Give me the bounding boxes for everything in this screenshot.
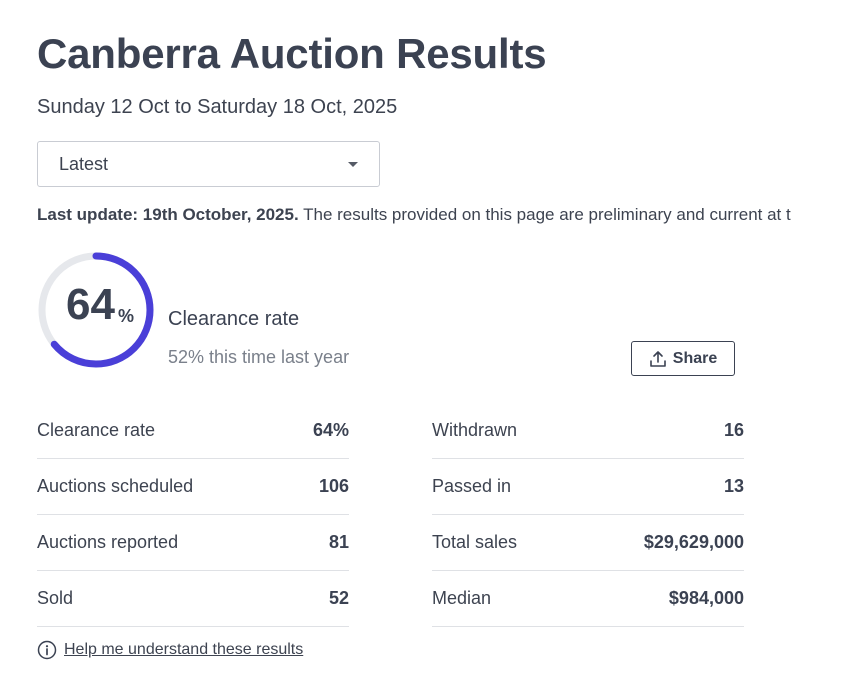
last-update-text: Last update: 19th October, 2025. The res… bbox=[37, 205, 791, 225]
help-link[interactable]: Help me understand these results bbox=[64, 641, 304, 658]
stat-label: Passed in bbox=[432, 476, 512, 496]
stat-row-auctions-reported: Auctions reported 81 bbox=[37, 515, 349, 571]
stat-label: Sold bbox=[37, 588, 74, 608]
stat-row-clearance-rate: Clearance rate 64% bbox=[37, 403, 349, 459]
stat-label: Median bbox=[432, 588, 492, 608]
stat-label: Auctions scheduled bbox=[37, 476, 194, 496]
stat-value: 81 bbox=[328, 532, 349, 552]
stat-value: $984,000 bbox=[668, 588, 744, 608]
stat-label: Auctions reported bbox=[37, 532, 179, 552]
stat-row-passed-in: Passed in 13 bbox=[432, 459, 744, 515]
share-button-label: Share bbox=[672, 349, 718, 367]
stat-row-total-sales: Total sales $29,629,000 bbox=[432, 515, 744, 571]
clearance-rate-percent: % bbox=[118, 306, 135, 326]
clearance-gauge bbox=[38, 252, 154, 368]
gauge-fill bbox=[38, 252, 154, 368]
stat-row-sold: Sold 52 bbox=[37, 571, 349, 627]
help-section: Help me understand these results bbox=[37, 640, 303, 660]
stat-value: $29,629,000 bbox=[643, 532, 744, 552]
stats-table-right: Withdrawn 16 Passed in 13 Total sales $2… bbox=[432, 403, 744, 627]
last-update-note: The results provided on this page are pr… bbox=[303, 205, 791, 224]
period-select-value: Latest bbox=[59, 154, 109, 174]
chevron-down-icon bbox=[348, 162, 358, 167]
share-button[interactable]: Share bbox=[631, 341, 735, 376]
stats-table-left: Clearance rate 64% Auctions scheduled 10… bbox=[37, 403, 349, 627]
clearance-rate-number: 64 bbox=[66, 280, 115, 329]
stat-row-withdrawn: Withdrawn 16 bbox=[432, 403, 744, 459]
stat-row-auctions-scheduled: Auctions scheduled 106 bbox=[37, 459, 349, 515]
info-circle-icon bbox=[37, 640, 57, 660]
stat-value: 106 bbox=[318, 476, 349, 496]
stat-label: Clearance rate bbox=[37, 420, 156, 440]
stat-value: 13 bbox=[723, 476, 744, 496]
last-year-comparison: 52% this time last year bbox=[168, 347, 350, 367]
period-select[interactable]: Latest bbox=[37, 141, 380, 187]
stat-label: Withdrawn bbox=[432, 420, 518, 440]
stat-value: 64% bbox=[312, 420, 349, 440]
share-upload-icon bbox=[649, 350, 666, 367]
page-title: Canberra Auction Results bbox=[37, 30, 547, 77]
clearance-rate-label: Clearance rate bbox=[168, 308, 300, 330]
date-range: Sunday 12 Oct to Saturday 18 Oct, 2025 bbox=[37, 96, 398, 118]
stat-row-median: Median $984,000 bbox=[432, 571, 744, 627]
stat-value: 52 bbox=[328, 588, 349, 608]
stat-value: 16 bbox=[723, 420, 744, 440]
last-update-label: Last update: 19th October, 2025. bbox=[37, 205, 299, 224]
stat-label: Total sales bbox=[432, 532, 518, 552]
